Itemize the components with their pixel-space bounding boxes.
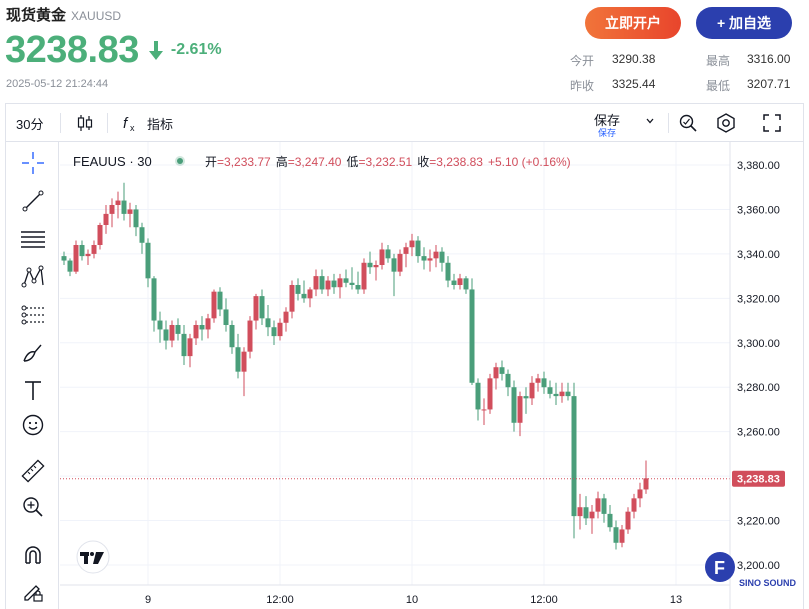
gear-icon: [717, 113, 735, 133]
pencil-icon: [24, 585, 43, 602]
forecast-tool[interactable]: [20, 302, 46, 328]
crosshair-icon: [22, 152, 44, 174]
quote-timestamp: 2025-05-12 21:24:44: [6, 78, 109, 90]
zoom-tool[interactable]: [20, 494, 46, 520]
open-label: 今开: [570, 54, 595, 68]
instrument-name: 现货黄金: [6, 7, 67, 24]
magnet-icon: [25, 546, 41, 564]
text-tool[interactable]: [20, 378, 46, 404]
toolbar-divider: [60, 113, 61, 133]
magnet-tool[interactable]: [20, 542, 46, 568]
open-account-button[interactable]: 立即开户: [585, 7, 681, 39]
fullscreen-icon: [763, 114, 781, 132]
indicators-button[interactable]: f x 指标: [122, 104, 173, 142]
settings-button[interactable]: [715, 104, 737, 142]
toolbar-divider: [668, 113, 669, 133]
low-value: 3207.71: [747, 77, 791, 91]
emoji-icon: [22, 414, 44, 436]
save-button[interactable]: 保存 保存: [591, 108, 661, 138]
high-value: 3316.00: [747, 52, 791, 66]
function-icon: f x: [123, 115, 135, 133]
down-arrow-icon: [148, 41, 163, 60]
brush-icon: [23, 344, 42, 362]
crosshair-tool[interactable]: [20, 150, 46, 176]
low-label: 最低: [706, 79, 731, 93]
fullscreen-button[interactable]: [763, 104, 781, 142]
pattern-icon: [21, 265, 44, 288]
drawing-toolbar: [6, 142, 59, 609]
brush-tool[interactable]: [20, 340, 46, 366]
trendline-tool[interactable]: [20, 188, 46, 214]
chart-widget: 30分 f x 指标 保存 保存: [5, 103, 804, 609]
instrument-title: 现货黄金 XAUUSD: [6, 4, 121, 26]
save-label: 保存: [594, 113, 621, 128]
pencil-lock-tool[interactable]: [20, 579, 46, 605]
forecast-icon: [21, 305, 44, 325]
interval-selector[interactable]: 30分: [16, 116, 44, 132]
svg-text:f: f: [123, 115, 129, 132]
candles-icon: [77, 115, 93, 131]
ruler-tool[interactable]: [20, 458, 46, 484]
high-label: 最高: [706, 54, 731, 68]
svg-text:x: x: [130, 123, 135, 133]
candle-type-button[interactable]: [76, 104, 94, 142]
chart-toolbar: 30分 f x 指标 保存 保存: [6, 104, 803, 142]
last-price: 3238.83: [5, 28, 139, 71]
quick-search-button[interactable]: [678, 104, 698, 142]
instrument-code: XAUUSD: [71, 9, 122, 23]
add-watchlist-button[interactable]: + 加自选: [696, 7, 792, 39]
search-icon: [679, 114, 697, 132]
chevron-down-icon: [646, 118, 654, 124]
text-icon: [25, 381, 41, 400]
change-percent: -2.61%: [170, 41, 222, 58]
pattern-tool[interactable]: [20, 264, 46, 290]
zoom-in-icon: [23, 497, 43, 517]
open-value: 3290.38: [612, 52, 656, 66]
fib-tool[interactable]: [20, 226, 46, 252]
save-sublabel: 保存: [598, 128, 617, 138]
indicators-label: 指标: [147, 116, 174, 132]
price-row: 3238.83 -2.61%: [5, 28, 222, 72]
prev-close-value: 3325.44: [612, 77, 656, 91]
prev-close-label: 昨收: [570, 79, 595, 93]
toolbar-divider: [107, 113, 108, 133]
trendline-icon: [22, 190, 44, 212]
emoji-tool[interactable]: [20, 412, 46, 438]
ruler-icon: [21, 459, 45, 483]
fib-icon: [21, 231, 45, 248]
